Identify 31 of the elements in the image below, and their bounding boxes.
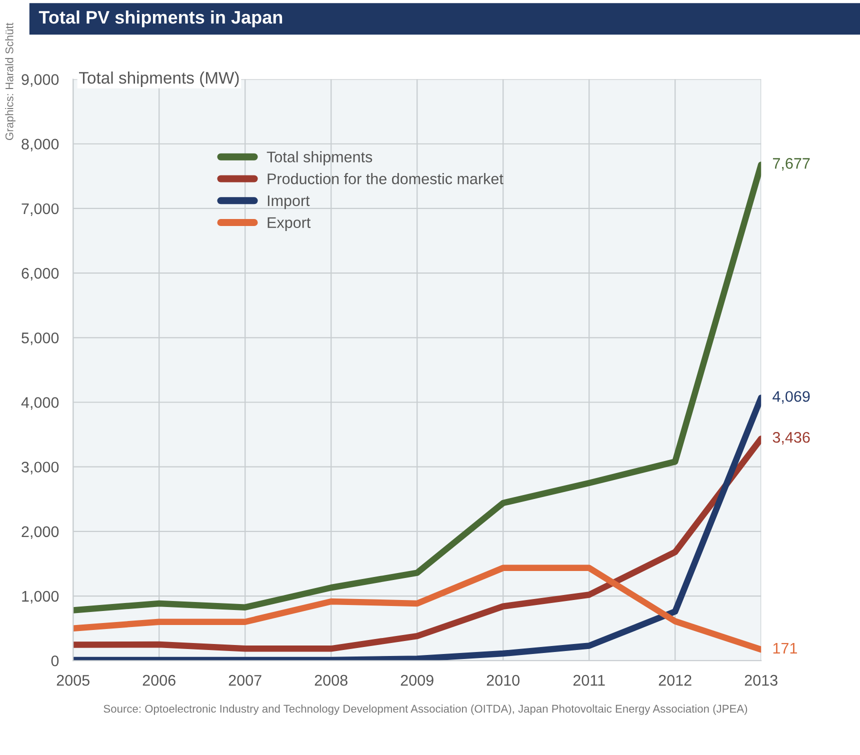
legend-label: Export [268,217,311,232]
legend-label: Production for the domestic market [268,173,504,184]
data-label: 4,069 [772,391,810,404]
x-tick-label: 2005 [56,674,90,686]
y-tick-label: 0 [51,655,59,666]
x-tick-label: 2012 [658,674,692,686]
x-tick-label: 2011 [573,674,605,686]
legend-label: Import [268,195,310,210]
x-tick-label: 2010 [486,674,520,686]
text: Graphics: Harald Schütt [5,22,16,140]
y-tick-label: 6,000 [22,268,59,281]
y-tick-label: 4,000 [21,397,59,410]
source-note: Source: Optoelectronic Industry and Technology Development Association (OITDA), Japan Photovoltaic Energy Association (JPEA) [104,704,748,715]
y-tick-label: 9,000 [22,74,59,87]
y-tick-label: 7,000 [22,203,59,216]
data-label: 3,436 [772,432,810,445]
x-tick-label: 2006 [142,674,176,686]
legend-label: Total shipments [266,151,372,166]
data-label: 171 [773,643,797,654]
x-tick-label: 2007 [228,674,262,686]
y-tick-label: 5,000 [22,332,59,346]
x-tick-label: 2009 [400,674,434,686]
y-axis-title: Total shipments (MW) [79,72,239,88]
y-tick-label: 2,000 [22,526,59,539]
y-tick-label: 1,000 [22,590,59,604]
x-tick-label: 2013 [744,674,778,686]
x-tick-label: 2008 [314,674,348,686]
chart-title: Total PV shipments in Japan [38,10,282,28]
y-tick-label: 8,000 [22,138,59,152]
data-label: 7,677 [772,158,810,171]
y-tick-label: 3,000 [22,462,59,474]
